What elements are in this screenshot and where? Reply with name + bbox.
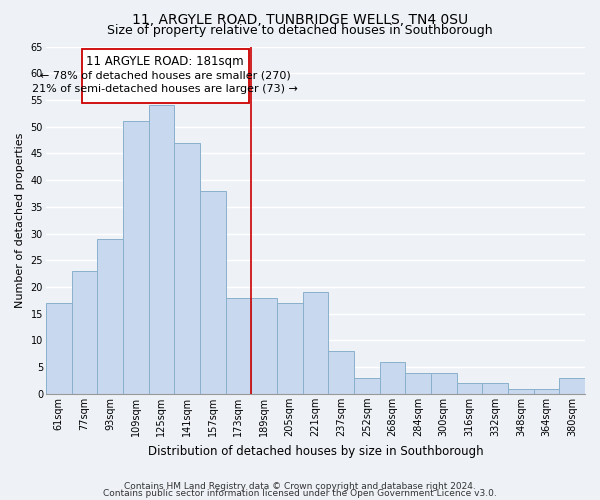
Bar bbox=[251, 298, 277, 394]
Bar bbox=[71, 271, 97, 394]
Bar bbox=[277, 303, 302, 394]
Bar bbox=[380, 362, 405, 394]
Bar bbox=[508, 388, 533, 394]
Bar bbox=[328, 351, 354, 394]
Bar bbox=[457, 383, 482, 394]
FancyBboxPatch shape bbox=[82, 49, 248, 102]
Text: Contains HM Land Registry data © Crown copyright and database right 2024.: Contains HM Land Registry data © Crown c… bbox=[124, 482, 476, 491]
Text: 11, ARGYLE ROAD, TUNBRIDGE WELLS, TN4 0SU: 11, ARGYLE ROAD, TUNBRIDGE WELLS, TN4 0S… bbox=[132, 12, 468, 26]
Bar bbox=[533, 388, 559, 394]
Bar bbox=[97, 239, 123, 394]
Bar bbox=[46, 303, 71, 394]
Y-axis label: Number of detached properties: Number of detached properties bbox=[15, 132, 25, 308]
Text: ← 78% of detached houses are smaller (270): ← 78% of detached houses are smaller (27… bbox=[40, 71, 290, 81]
Bar bbox=[431, 372, 457, 394]
Text: 21% of semi-detached houses are larger (73) →: 21% of semi-detached houses are larger (… bbox=[32, 84, 298, 94]
Text: Contains public sector information licensed under the Open Government Licence v3: Contains public sector information licen… bbox=[103, 490, 497, 498]
Bar bbox=[200, 191, 226, 394]
Bar bbox=[149, 106, 174, 394]
Bar bbox=[354, 378, 380, 394]
Text: 11 ARGYLE ROAD: 181sqm: 11 ARGYLE ROAD: 181sqm bbox=[86, 55, 244, 68]
Text: Size of property relative to detached houses in Southborough: Size of property relative to detached ho… bbox=[107, 24, 493, 37]
Bar bbox=[226, 298, 251, 394]
Bar bbox=[174, 142, 200, 394]
Bar bbox=[302, 292, 328, 394]
Bar bbox=[559, 378, 585, 394]
Bar bbox=[123, 122, 149, 394]
Bar bbox=[482, 383, 508, 394]
Bar bbox=[405, 372, 431, 394]
X-axis label: Distribution of detached houses by size in Southborough: Distribution of detached houses by size … bbox=[148, 444, 483, 458]
